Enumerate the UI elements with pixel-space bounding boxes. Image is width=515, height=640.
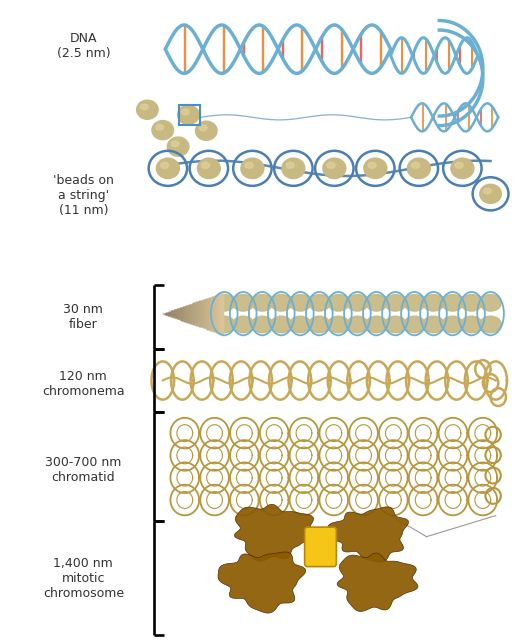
Ellipse shape [213,316,235,333]
Ellipse shape [282,158,305,179]
Ellipse shape [161,162,169,168]
Ellipse shape [199,125,207,131]
Ellipse shape [364,158,387,179]
Ellipse shape [201,162,210,168]
Ellipse shape [461,294,482,311]
Ellipse shape [289,316,311,333]
Polygon shape [337,553,418,611]
Polygon shape [234,504,316,561]
Ellipse shape [442,294,464,311]
Text: 'beads on
a string'
(11 nm): 'beads on a string' (11 nm) [53,174,114,217]
Text: 30 nm
fiber: 30 nm fiber [63,303,104,331]
Ellipse shape [152,120,174,140]
Ellipse shape [323,158,346,179]
Ellipse shape [347,294,368,311]
Ellipse shape [480,316,501,333]
Ellipse shape [241,158,264,179]
Polygon shape [328,507,408,562]
Text: DNA
(2.5 nm): DNA (2.5 nm) [57,32,110,60]
Ellipse shape [411,162,420,168]
Ellipse shape [423,294,444,311]
Ellipse shape [136,100,158,119]
Ellipse shape [484,188,491,194]
Ellipse shape [156,124,163,130]
Ellipse shape [308,316,330,333]
Text: 1,400 nm
mitotic
chromosome: 1,400 nm mitotic chromosome [43,557,124,600]
FancyBboxPatch shape [305,527,336,566]
Ellipse shape [366,294,387,311]
Ellipse shape [181,109,189,115]
Ellipse shape [232,294,254,311]
Ellipse shape [197,158,220,179]
Ellipse shape [157,158,179,179]
Ellipse shape [308,294,330,311]
Ellipse shape [178,105,199,124]
Ellipse shape [327,162,335,168]
Ellipse shape [442,316,464,333]
Ellipse shape [423,316,444,333]
Ellipse shape [167,137,189,156]
Ellipse shape [213,294,235,311]
Ellipse shape [328,294,349,311]
Ellipse shape [286,162,294,168]
Ellipse shape [461,316,482,333]
Text: 120 nm
chromonema: 120 nm chromonema [42,370,125,397]
Ellipse shape [404,316,425,333]
Ellipse shape [328,316,349,333]
Ellipse shape [171,141,179,147]
Ellipse shape [385,294,406,311]
Ellipse shape [141,104,148,109]
Polygon shape [218,552,306,613]
Ellipse shape [455,162,463,168]
Ellipse shape [368,162,376,168]
Ellipse shape [232,316,254,333]
Text: 300-700 nm
chromatid: 300-700 nm chromatid [45,456,122,484]
Ellipse shape [270,294,292,311]
Ellipse shape [480,294,501,311]
Ellipse shape [196,121,217,140]
Ellipse shape [407,158,431,179]
Ellipse shape [270,316,292,333]
Ellipse shape [385,316,406,333]
Ellipse shape [251,316,273,333]
Ellipse shape [251,294,273,311]
Ellipse shape [366,316,387,333]
Ellipse shape [451,158,474,179]
Ellipse shape [480,184,501,204]
Ellipse shape [404,294,425,311]
Ellipse shape [347,316,368,333]
Ellipse shape [245,162,253,168]
Ellipse shape [289,294,311,311]
